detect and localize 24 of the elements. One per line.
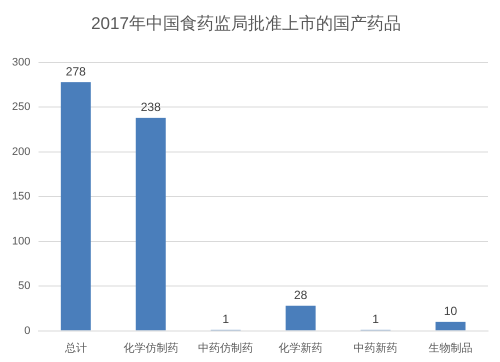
y-tick-label: 250 xyxy=(12,101,30,114)
bar xyxy=(436,322,466,330)
y-tick-label: 200 xyxy=(12,146,30,158)
bar xyxy=(136,118,166,330)
data-label: 278 xyxy=(66,64,86,78)
data-label: 238 xyxy=(140,100,162,114)
chart-title: 2017年中国食药监局批准上市的国产药品 xyxy=(91,14,401,33)
data-label: 28 xyxy=(294,288,308,302)
data-label: 1 xyxy=(372,312,380,326)
y-tick-label: 100 xyxy=(12,235,30,248)
y-tick-label: 0 xyxy=(24,324,30,337)
x-tick-label: 总计 xyxy=(64,341,87,354)
x-tick-label: 化学新药 xyxy=(278,341,323,354)
y-tick-label: 150 xyxy=(12,190,30,203)
bar xyxy=(60,82,91,330)
x-tick-label: 中药新药 xyxy=(354,341,398,354)
y-tick-label: 50 xyxy=(18,280,30,292)
y-tick-label: 300 xyxy=(12,56,30,68)
x-tick-label: 化学仿制药 xyxy=(123,341,178,354)
data-label: 10 xyxy=(444,304,458,318)
data-label: 1 xyxy=(222,312,230,326)
bar xyxy=(286,306,316,330)
x-tick-label: 生物制品 xyxy=(428,341,473,354)
x-tick-label: 中药仿制药 xyxy=(198,341,254,354)
